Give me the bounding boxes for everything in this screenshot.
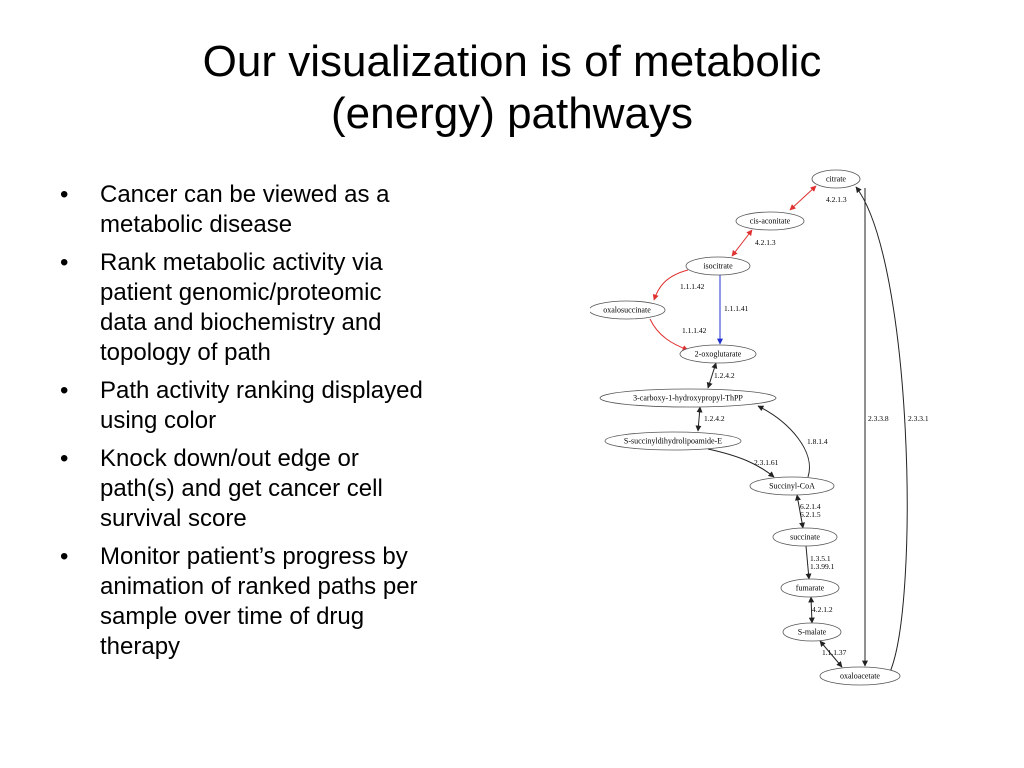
edge-label: 1.3.99.1 xyxy=(810,562,835,571)
edge-label: 1.1.1.37 xyxy=(822,648,847,657)
node-fumarate: fumarate xyxy=(780,578,840,598)
edge-thpp-ssucc xyxy=(695,406,703,432)
edge-cisaconitate-isocitrate xyxy=(731,229,753,257)
bullet-text-line: using color xyxy=(100,407,217,434)
node-label: S-succinyldihydrolipoamide-E xyxy=(624,436,722,445)
node-label: succinate xyxy=(790,532,820,541)
edge-ssucc-succinylcoa xyxy=(707,448,775,478)
node-isocitrate: isocitrate xyxy=(685,256,751,276)
node-label: citrate xyxy=(826,174,846,183)
bullet-item: • Rank metabolic activity via patient geno… xyxy=(60,248,500,368)
edge-fumarate-smalate xyxy=(808,596,815,624)
edge-succinylcoa-succinate xyxy=(795,494,805,529)
node-oxalosuccinate: oxalosuccinate xyxy=(590,300,666,320)
node-label: cis-aconitate xyxy=(750,216,791,225)
edge-oxalosuccinate-oxoglutarate xyxy=(649,318,689,351)
edge-label: 4.2.1.2 xyxy=(812,605,833,614)
bullet-item: • Knock down/out edge or path(s) and get c… xyxy=(60,444,500,534)
edge-label: 1.1.1.42 xyxy=(680,282,705,291)
bullet-dot-icon: • xyxy=(60,445,69,472)
bullet-text-line: survival score xyxy=(100,505,247,532)
bullet-text-line: path(s) and get cancer cell xyxy=(100,475,383,502)
slide-title: Our visualization is of metabolic (energ… xyxy=(0,36,1024,140)
edge-label: 6.2.1.4 xyxy=(800,502,821,511)
bullet-text-line: Cancer can be viewed as a xyxy=(100,181,390,208)
bullet-text-line: Monitor patient’s progress by xyxy=(100,543,408,570)
bullet-item: • Monitor patient’s progress by animation … xyxy=(60,542,500,662)
edge-label: 1.1.1.41 xyxy=(724,304,749,313)
node-oxaloacetate: oxaloacetate xyxy=(819,666,901,686)
node-thpp: 3-carboxy-1-hydroxypropyl-ThPP xyxy=(599,388,777,408)
node-label: S-malate xyxy=(798,627,827,636)
edge-label: 4.2.1.3 xyxy=(755,238,776,247)
diagram-edges xyxy=(649,185,908,673)
node-label: Succinyl-CoA xyxy=(769,481,815,490)
diagram-nodes: citrate cis-aconitate isocitrate oxalosucci… xyxy=(590,169,901,686)
bullet-dot-icon: • xyxy=(60,377,69,404)
node-succinate: succinate xyxy=(772,527,838,547)
node-citrate: citrate xyxy=(811,169,861,189)
edge-succinate-fumarate xyxy=(805,545,812,580)
bullet-text-line: sample over time of drug xyxy=(100,603,365,630)
bullet-item: • Path activity ranking displayed using co… xyxy=(60,376,500,436)
edge-label: 2.3.3.8 xyxy=(868,414,889,423)
edge-oxoglutarate-thpp xyxy=(706,362,718,389)
node-label: oxalosuccinate xyxy=(603,305,651,314)
bullet-dot-icon: • xyxy=(60,249,69,276)
bullet-dot-icon: • xyxy=(60,181,69,208)
edge-label: 1.8.1.4 xyxy=(807,437,828,446)
bullet-text-line: topology of path xyxy=(100,339,271,366)
node-label: 3-carboxy-1-hydroxypropyl-ThPP xyxy=(633,393,743,402)
node-label: oxaloacetate xyxy=(840,671,880,680)
edge-succinylcoa-thpp xyxy=(757,405,810,478)
bullet-text-line: Knock down/out edge or xyxy=(100,445,359,472)
pathway-diagram: citrate cis-aconitate isocitrate oxalosucci… xyxy=(590,169,929,686)
node-succinyl-coa: Succinyl-CoA xyxy=(749,476,835,496)
bullet-text-line: Path activity ranking displayed xyxy=(100,377,423,404)
bullet-text-line: data and biochemistry and xyxy=(100,309,382,336)
bullet-text-line: Rank metabolic activity via xyxy=(100,249,383,276)
edge-label: 2.3.3.1 xyxy=(908,414,929,423)
bullet-text-line: metabolic disease xyxy=(100,211,293,238)
edge-label: 4.2.1.3 xyxy=(826,195,847,204)
node-s-malate: S-malate xyxy=(782,622,842,642)
node-label: 2-oxoglutarate xyxy=(695,349,742,358)
node-label: isocitrate xyxy=(703,261,733,270)
edge-label: 1.1.1.42 xyxy=(682,326,707,335)
bullet-dot-icon: • xyxy=(60,543,69,570)
node-s-succ: S-succinyldihydrolipoamide-E xyxy=(604,431,742,451)
bullet-list: • Cancer can be viewed as a metabolic dise… xyxy=(60,180,500,670)
bullet-item: • Cancer can be viewed as a metabolic dise… xyxy=(60,180,500,240)
node-label: fumarate xyxy=(796,583,825,592)
slide-title-line-1: Our visualization is of metabolic xyxy=(202,37,822,86)
edge-label: 1.2.4.2 xyxy=(714,371,735,380)
node-cis-aconitate: cis-aconitate xyxy=(735,211,805,231)
edge-smalate-oxaloacetate xyxy=(819,640,843,668)
edge-oxaloacetate-citrate xyxy=(855,186,908,673)
node-2-oxoglutarate: 2-oxoglutarate xyxy=(679,344,757,364)
edge-citrate-cisaconitate xyxy=(789,185,817,211)
edge-label: 1.2.4.2 xyxy=(704,414,725,423)
edge-label: 2.3.1.61 xyxy=(754,458,779,467)
edge-label: 1.3.5.1 xyxy=(810,554,831,563)
edge-isocitrate-oxalosuccinate xyxy=(652,269,689,301)
edge-label: 6.2.1.5 xyxy=(800,510,821,519)
diagram-edge-labels: 4.2.1.3 4.2.1.3 1.1.1.42 1.1.1.41 1.1.1.42 1.… xyxy=(680,195,929,657)
bullet-text-line: therapy xyxy=(100,633,181,660)
bullet-text-line: animation of ranked paths per xyxy=(100,573,418,600)
bullet-text-line: patient genomic/proteomic xyxy=(100,279,382,306)
slide-title-line-2: (energy) pathways xyxy=(331,89,693,138)
